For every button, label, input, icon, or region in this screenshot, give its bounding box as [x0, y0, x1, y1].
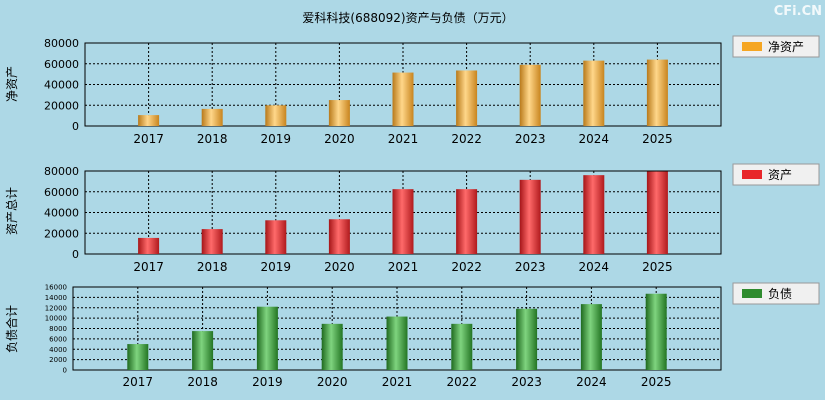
- legend-box: [732, 35, 820, 58]
- legend-swatch: [742, 170, 762, 179]
- x-tick-label: 2025: [641, 375, 672, 389]
- legend-box: [732, 163, 820, 186]
- bar-2024: [583, 175, 605, 254]
- x-tick-label: 2025: [642, 260, 673, 274]
- bar-2023: [519, 64, 541, 126]
- x-tick-label: 2020: [324, 132, 355, 146]
- x-tick-label: 2023: [511, 375, 542, 389]
- bar-2020: [328, 100, 350, 126]
- y-tick-label: 0: [72, 248, 79, 261]
- y-tick-label: 2000: [49, 356, 67, 364]
- y-tick-label: 80000: [44, 37, 79, 50]
- x-tick-label: 2023: [515, 132, 546, 146]
- x-tick-label: 2020: [317, 375, 348, 389]
- bar-2019: [256, 306, 278, 370]
- y-tick-label: 40000: [44, 79, 79, 92]
- y-tick-label: 4000: [49, 346, 67, 354]
- y-tick-label: 80000: [44, 165, 79, 178]
- x-tick-label: 2021: [388, 132, 419, 146]
- bar-2022: [456, 189, 478, 254]
- bar-2017: [138, 237, 160, 254]
- x-tick-label: 2024: [579, 260, 610, 274]
- y-tick-label: 60000: [44, 58, 79, 71]
- bar-2017: [138, 115, 160, 126]
- legend-label: 资产: [768, 168, 792, 182]
- x-tick-label: 2022: [447, 375, 478, 389]
- bar-2022: [451, 323, 473, 370]
- y-axis-label: 净资产: [5, 66, 19, 102]
- bar-2018: [201, 108, 223, 126]
- x-tick-label: 2018: [197, 260, 228, 274]
- x-tick-label: 2022: [451, 260, 482, 274]
- bar-2020: [328, 219, 350, 254]
- x-tick-label: 2024: [579, 132, 610, 146]
- bar-2025: [645, 293, 667, 370]
- bar-2022: [456, 70, 478, 126]
- panel-3: 0 2000 4000 6000 8000 10000 12000 14000 16000 201…: [4, 282, 820, 389]
- y-tick-label: 6000: [49, 335, 67, 343]
- bar-2021: [392, 72, 414, 126]
- x-tick-label: 2024: [576, 375, 607, 389]
- bar-2021: [386, 316, 408, 370]
- y-tick-label: 0: [72, 120, 79, 133]
- x-tick-label: 2019: [261, 260, 292, 274]
- y-tick-label: 16000: [45, 284, 67, 292]
- x-tick-label: 2018: [187, 375, 218, 389]
- x-tick-label: 2017: [133, 260, 164, 274]
- bar-2023: [516, 308, 538, 370]
- bar-2018: [201, 229, 223, 254]
- y-tick-label: 0: [63, 367, 67, 375]
- legend-swatch: [742, 289, 762, 298]
- bar-2024: [583, 60, 605, 127]
- x-tick-label: 2025: [642, 132, 673, 146]
- legend-label: 负债: [768, 287, 792, 301]
- legend-label: 净资产: [768, 40, 804, 54]
- bar-2025: [646, 171, 668, 254]
- x-tick-label: 2023: [515, 260, 546, 274]
- legend-swatch: [742, 42, 762, 51]
- x-tick-label: 2022: [451, 132, 482, 146]
- x-tick-label: 2021: [382, 375, 413, 389]
- panel-1: 0 20000 40000 60000 80000 2017 2018 2019 2020 202…: [5, 35, 820, 146]
- panel-2: 0 20000 40000 60000 80000 2017 2018 2019 2020 202…: [5, 163, 820, 274]
- y-tick-label: 12000: [45, 304, 67, 312]
- bar-2019: [265, 105, 287, 126]
- y-tick-label: 40000: [44, 207, 79, 220]
- chart-title: 爱科科技(688092)资产与负债（万元）: [302, 11, 513, 25]
- y-tick-label: 20000: [44, 99, 79, 112]
- legend-box: [732, 282, 820, 305]
- y-axis-label: 资产总计: [5, 187, 19, 235]
- x-tick-label: 2020: [324, 260, 355, 274]
- y-tick-label: 14000: [45, 294, 67, 302]
- watermark: CFi.CN: [774, 4, 822, 19]
- x-tick-label: 2017: [123, 375, 154, 389]
- bar-2025: [646, 59, 668, 126]
- bar-2023: [519, 179, 541, 254]
- y-axis-label: 负债合计: [4, 305, 19, 353]
- bar-2018: [192, 331, 214, 370]
- y-tick-label: 60000: [44, 186, 79, 199]
- y-tick-label: 10000: [45, 315, 67, 323]
- x-tick-label: 2019: [261, 132, 292, 146]
- x-tick-label: 2018: [197, 132, 228, 146]
- y-tick-label: 20000: [44, 227, 79, 240]
- bar-2024: [580, 304, 602, 370]
- x-tick-label: 2019: [252, 375, 283, 389]
- bar-2020: [321, 323, 343, 370]
- bar-2019: [265, 220, 287, 254]
- y-tick-label: 8000: [49, 325, 67, 333]
- x-tick-label: 2017: [133, 132, 164, 146]
- x-tick-label: 2021: [388, 260, 419, 274]
- bar-2021: [392, 189, 414, 254]
- bar-2017: [127, 344, 149, 370]
